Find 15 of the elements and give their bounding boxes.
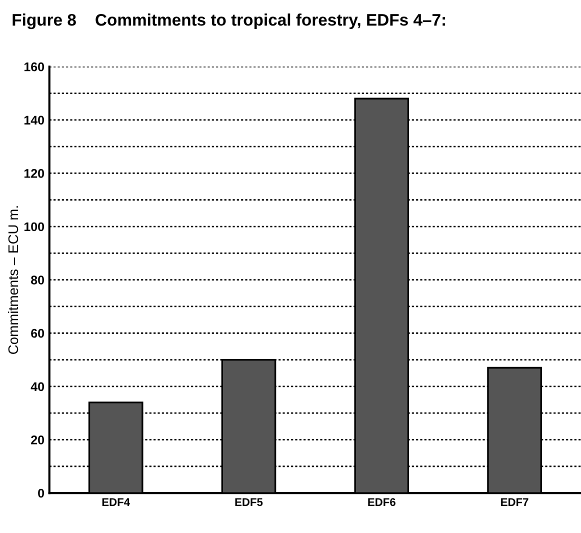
y-tick-label: 80 xyxy=(31,276,44,284)
y-tick-label: 60 xyxy=(31,328,44,338)
y-tick-label: 20 xyxy=(31,436,44,444)
y-axis-title: Commitments – ECU m. xyxy=(8,206,18,354)
chart-title: Figure 8 Commitments to tropical forestry, EDFs 4–7: xyxy=(12,14,445,30)
x-tick-label: EDF4 xyxy=(102,498,130,506)
y-tick-label: 120 xyxy=(24,169,44,178)
y-tick-label: 160 xyxy=(24,62,44,72)
y-tick-label: 0 xyxy=(38,488,44,498)
y-tick-label: 100 xyxy=(24,222,44,232)
x-tick-label: EDF5 xyxy=(235,498,263,506)
y-tick-label: 40 xyxy=(30,382,44,392)
x-tick-label: EDF7 xyxy=(501,498,528,506)
x-tick-label: EDF6 xyxy=(368,498,396,506)
y-tick-label: 140 xyxy=(24,116,44,125)
